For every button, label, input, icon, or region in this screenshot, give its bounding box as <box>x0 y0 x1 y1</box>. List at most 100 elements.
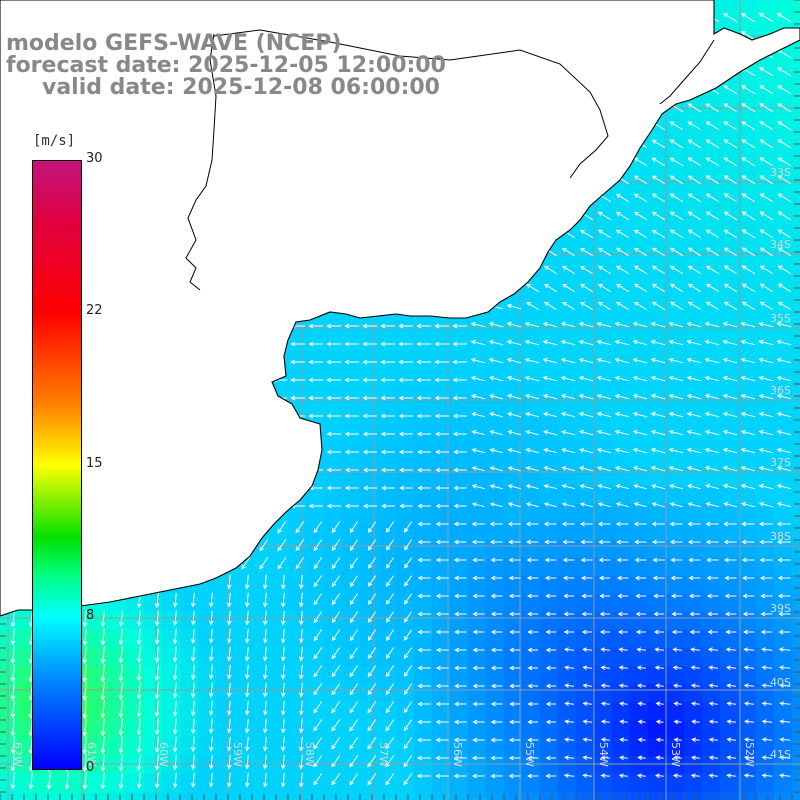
wind-arrow <box>687 247 702 257</box>
wind-arrow <box>404 539 413 551</box>
wind-arrow <box>615 521 629 527</box>
wind-arrow <box>758 483 774 490</box>
wind-arrow <box>669 139 684 149</box>
field-cell <box>432 396 451 415</box>
field-cell <box>666 396 685 415</box>
field-cell <box>558 720 577 739</box>
wind-arrow <box>705 247 720 257</box>
field-cell <box>612 648 631 667</box>
wind-arrow <box>381 485 395 491</box>
wind-arrow <box>367 737 377 750</box>
field-cell <box>540 360 559 379</box>
wind-arrow <box>509 629 521 635</box>
wind-arrow <box>542 393 558 400</box>
wind-arrow <box>100 699 106 719</box>
wind-arrow <box>562 301 575 311</box>
field-cell <box>720 720 739 739</box>
wind-arrow <box>349 575 359 588</box>
field-cell <box>126 702 145 721</box>
wind-arrow <box>362 413 378 419</box>
field-cell <box>486 540 505 559</box>
wind-arrow <box>688 575 701 581</box>
field-cell <box>504 774 523 793</box>
field-cell <box>558 486 577 505</box>
field-cell <box>414 576 433 595</box>
field-cell <box>702 648 721 667</box>
wind-arrow <box>490 683 503 689</box>
field-cell <box>234 774 253 793</box>
field-cell <box>558 378 577 397</box>
field-cell <box>756 630 775 649</box>
wind-arrow <box>655 755 664 761</box>
wind-arrow <box>100 717 106 737</box>
wind-arrow <box>742 611 755 617</box>
field-cell <box>468 450 487 469</box>
wind-arrow <box>226 646 232 662</box>
model-title: modelo GEFS-WAVE (NCEP) <box>6 31 342 56</box>
wind-arrow <box>651 157 666 167</box>
lon-label: 58W <box>303 742 316 767</box>
wind-arrow <box>313 737 323 750</box>
field-cell <box>612 450 631 469</box>
field-cell <box>702 306 721 325</box>
wind-arrow <box>10 681 16 701</box>
field-cell <box>702 486 721 505</box>
field-cell <box>360 792 379 800</box>
field-cell <box>738 306 757 325</box>
field-cell <box>108 738 127 757</box>
wind-arrow <box>453 773 467 779</box>
wind-arrow <box>298 592 304 608</box>
field-cell <box>144 666 163 685</box>
field-cell <box>684 594 703 613</box>
field-cell <box>576 468 595 487</box>
field-cell <box>738 774 757 793</box>
field-cell <box>126 612 145 631</box>
wind-arrow <box>344 503 359 509</box>
field-cell <box>756 756 775 775</box>
field-cell <box>774 738 793 757</box>
field-cell <box>756 684 775 703</box>
wind-arrow <box>778 629 791 635</box>
field-cell <box>198 720 217 739</box>
field-cell <box>432 450 451 469</box>
field-cell <box>558 288 577 307</box>
wind-arrow <box>776 521 792 527</box>
field-cell <box>720 360 739 379</box>
field-cell <box>414 666 433 685</box>
wind-arrow <box>452 341 468 347</box>
field-cell <box>720 342 739 361</box>
wind-arrow <box>655 719 664 725</box>
field-cell <box>558 792 577 800</box>
wind-arrow <box>362 467 377 473</box>
field-cell <box>432 324 451 343</box>
field-cell <box>252 702 271 721</box>
wind-arrow <box>385 521 395 533</box>
field-cell <box>540 792 559 800</box>
wind-arrow <box>633 229 648 239</box>
field-cell <box>540 432 559 451</box>
wind-arrow <box>472 665 485 671</box>
wind-arrow <box>385 719 395 732</box>
field-cell <box>648 468 667 487</box>
wind-arrow <box>744 719 755 725</box>
field-cell <box>414 738 433 757</box>
wind-arrow <box>670 557 683 563</box>
wind-arrow <box>417 467 431 473</box>
wind-arrow <box>741 265 756 275</box>
field-cell <box>558 594 577 613</box>
field-cell <box>720 306 739 325</box>
field-cell <box>144 612 163 631</box>
field-cell <box>396 414 415 433</box>
field-cell <box>738 504 757 523</box>
wind-arrow <box>403 701 413 714</box>
wind-arrow <box>244 682 250 698</box>
field-cell <box>702 576 721 595</box>
wind-arrow <box>417 557 431 563</box>
wind-arrow <box>386 557 395 569</box>
wind-arrow <box>690 701 700 707</box>
field-cell <box>414 432 433 451</box>
field-cell <box>720 576 739 595</box>
field-cell <box>432 504 451 523</box>
lon-label: 56W <box>451 742 464 767</box>
field-cell <box>540 522 559 541</box>
